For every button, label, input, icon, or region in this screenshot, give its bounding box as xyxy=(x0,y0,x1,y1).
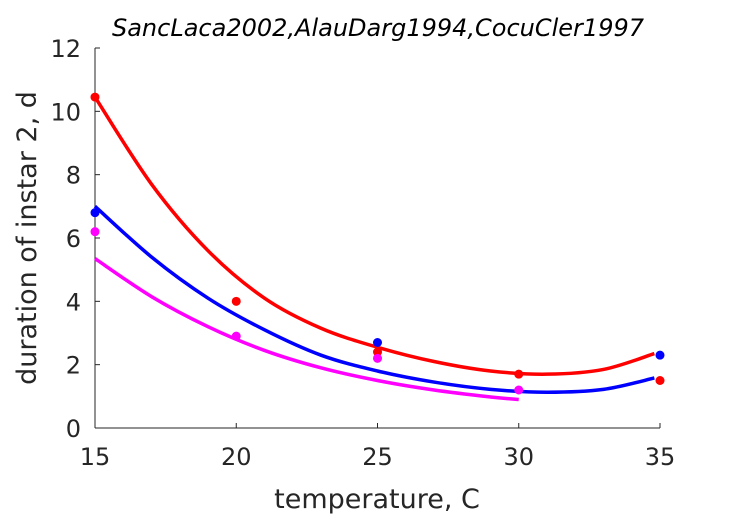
x-tick-label: 25 xyxy=(362,443,393,471)
plot-area: 15 20 25 30 35 0 2 4 6 8 10 12 xyxy=(50,35,675,471)
y-tick-label: 12 xyxy=(50,35,81,63)
data-points xyxy=(90,92,665,395)
data-point-1 xyxy=(373,338,382,347)
x-tick-label: 15 xyxy=(80,443,111,471)
fit-curves xyxy=(93,96,655,402)
data-point-0 xyxy=(231,296,241,306)
data-point-1 xyxy=(655,350,665,360)
data-point-0 xyxy=(90,92,100,102)
x-tick-label: 20 xyxy=(221,443,252,471)
fit-curve-2 xyxy=(94,257,519,402)
fit-curve-1 xyxy=(93,205,655,394)
x-ticks: 15 20 25 30 35 xyxy=(80,423,676,471)
x-tick-label: 30 xyxy=(503,443,534,471)
data-point-2 xyxy=(514,385,524,395)
x-axis-label: temperature, C xyxy=(274,484,480,515)
y-tick-label: 4 xyxy=(66,288,81,316)
data-point-2 xyxy=(373,353,382,363)
fit-curve-0 xyxy=(93,96,655,376)
data-point-2 xyxy=(231,331,241,341)
y-tick-label: 8 xyxy=(66,162,81,190)
data-point-0 xyxy=(514,369,524,379)
data-point-1 xyxy=(90,208,100,218)
data-point-2 xyxy=(90,227,100,237)
y-tick-label: 10 xyxy=(50,98,81,126)
y-tick-label: 6 xyxy=(66,225,81,253)
y-axis-label: duration of instar 2, d xyxy=(12,91,43,385)
y-ticks: 0 2 4 6 8 10 12 xyxy=(50,35,100,443)
x-tick-label: 35 xyxy=(645,443,676,471)
data-point-0 xyxy=(655,376,665,385)
data-point-0 xyxy=(373,347,382,357)
chart-title: SancLaca2002,AlauDarg1994,CocuCler1997 xyxy=(112,14,645,42)
y-tick-label: 2 xyxy=(66,352,81,380)
y-tick-label: 0 xyxy=(66,415,81,443)
